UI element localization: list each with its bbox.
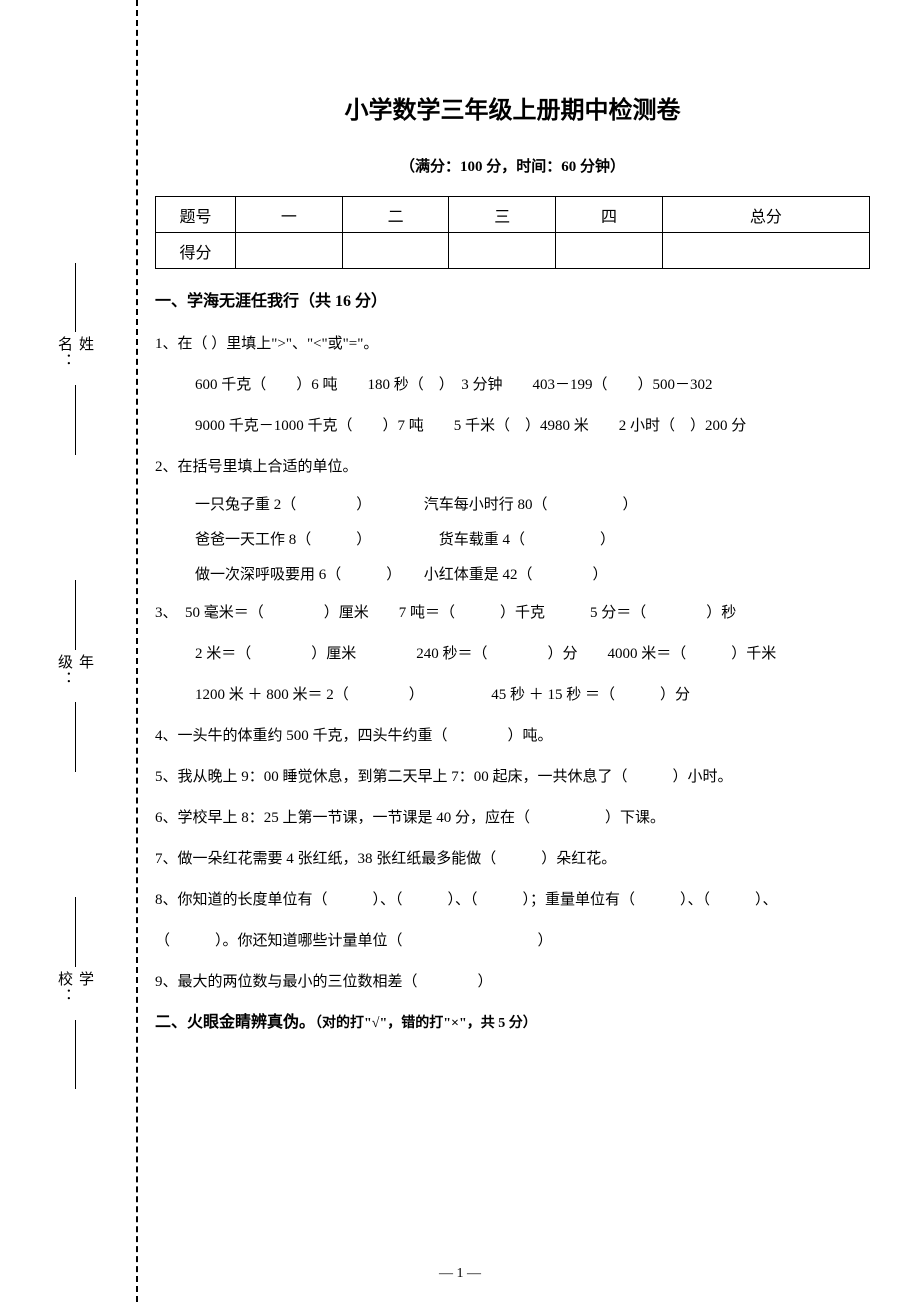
question-2: 2、在括号里填上合适的单位。 <box>155 448 870 487</box>
question-1-line: 600 千克（ ）6 吨 180 秒（ ） 3 分钟 403－199（ ）500… <box>155 366 870 405</box>
question-3-line: 2 米＝（ ）厘米 240 秒＝（ ）分 4000 米＝（ ）千米 <box>155 635 870 674</box>
question-3-line: 1200 米 ＋ 800 米＝ 2（ ） 45 秒 ＋ 15 秒 ＝（ ）分 <box>155 676 870 715</box>
question-5: 5、我从晚上 9：00 睡觉休息，到第二天早上 7：00 起床，一共休息了（ ）… <box>155 758 870 797</box>
sidebar-name-label: 姓名： <box>54 336 96 380</box>
question-3: 3、 50 毫米＝（ ）厘米 7 吨＝（ ）千克 5 分＝（ ）秒 <box>155 594 870 633</box>
col-2: 二 <box>342 197 449 233</box>
fill-line-icon <box>75 385 76 455</box>
sidebar-name: 姓名： <box>30 259 120 459</box>
question-1: 1、在（ ）里填上">"、"<"或"="。 <box>155 325 870 364</box>
page-title: 小学数学三年级上册期中检测卷 <box>155 90 870 125</box>
section-2-title: 二、火眼金睛辨真伪。（对的打"√"，错的打"×"，共 5 分） <box>155 1008 870 1032</box>
col-4: 四 <box>556 197 663 233</box>
col-3: 三 <box>449 197 556 233</box>
score-table: 题号 一 二 三 四 总分 得分 <box>155 196 870 269</box>
question-8a: 8、你知道的长度单位有（ ）、（ ）、（ ）；重量单位有（ ）、（ ）、 <box>155 881 870 920</box>
question-8b: （ ）。你还知道哪些计量单位（ ） <box>155 922 870 961</box>
question-7: 7、做一朵红花需要 4 张红纸，38 张红纸最多能做（ ）朵红花。 <box>155 840 870 879</box>
table-row: 题号 一 二 三 四 总分 <box>156 197 870 233</box>
question-4: 4、一头牛的体重约 500 千克，四头牛约重（ ）吨。 <box>155 717 870 756</box>
question-6: 6、学校早上 8：25 上第一节课，一节课是 40 分，应在（ ）下课。 <box>155 799 870 838</box>
binding-line <box>136 0 138 1302</box>
page-content: 小学数学三年级上册期中检测卷 （满分：100 分，时间：60 分钟） 题号 一 … <box>155 90 870 1262</box>
sidebar-grade: 年级： <box>30 576 120 776</box>
question-1-line: 9000 千克－1000 千克（ ）7 吨 5 千米（ ）4980 米 2 小时… <box>155 407 870 446</box>
score-cell <box>662 233 869 269</box>
col-total: 总分 <box>662 197 869 233</box>
table-row: 得分 <box>156 233 870 269</box>
sidebar-school: 学校： <box>30 893 120 1093</box>
question-2-line: 做一次深呼吸要用 6（ ） 小红体重是 42（ ） <box>155 559 870 592</box>
fill-line-icon <box>75 580 76 650</box>
fill-line-icon <box>75 1020 76 1090</box>
section-1-title: 一、学海无涯任我行（共 16 分） <box>155 287 870 311</box>
fill-line-icon <box>75 897 76 967</box>
score-cell <box>236 233 343 269</box>
score-label: 得分 <box>156 233 236 269</box>
header-label: 题号 <box>156 197 236 233</box>
fill-line-icon <box>75 263 76 333</box>
question-2-line: 一只兔子重 2（ ） 汽车每小时行 80（ ） <box>155 489 870 522</box>
page-subtitle: （满分：100 分，时间：60 分钟） <box>155 155 870 176</box>
fill-line-icon <box>75 702 76 772</box>
col-1: 一 <box>236 197 343 233</box>
sidebar-grade-label: 年级： <box>54 654 96 698</box>
question-2-line: 爸爸一天工作 8（ ） 货车载重 4（ ） <box>155 524 870 557</box>
section-2-main: 二、火眼金睛辨真伪。 <box>155 1014 315 1031</box>
page-number: — 1 — <box>0 1266 920 1282</box>
section-2-sub: （对的打"√"，错的打"×"，共 5 分） <box>315 1016 537 1031</box>
question-9: 9、最大的两位数与最小的三位数相差（ ） <box>155 963 870 1002</box>
score-cell <box>556 233 663 269</box>
score-cell <box>342 233 449 269</box>
sidebar: 姓名： 年级： 学校： <box>30 0 120 1252</box>
score-cell <box>449 233 556 269</box>
sidebar-school-label: 学校： <box>54 971 96 1015</box>
